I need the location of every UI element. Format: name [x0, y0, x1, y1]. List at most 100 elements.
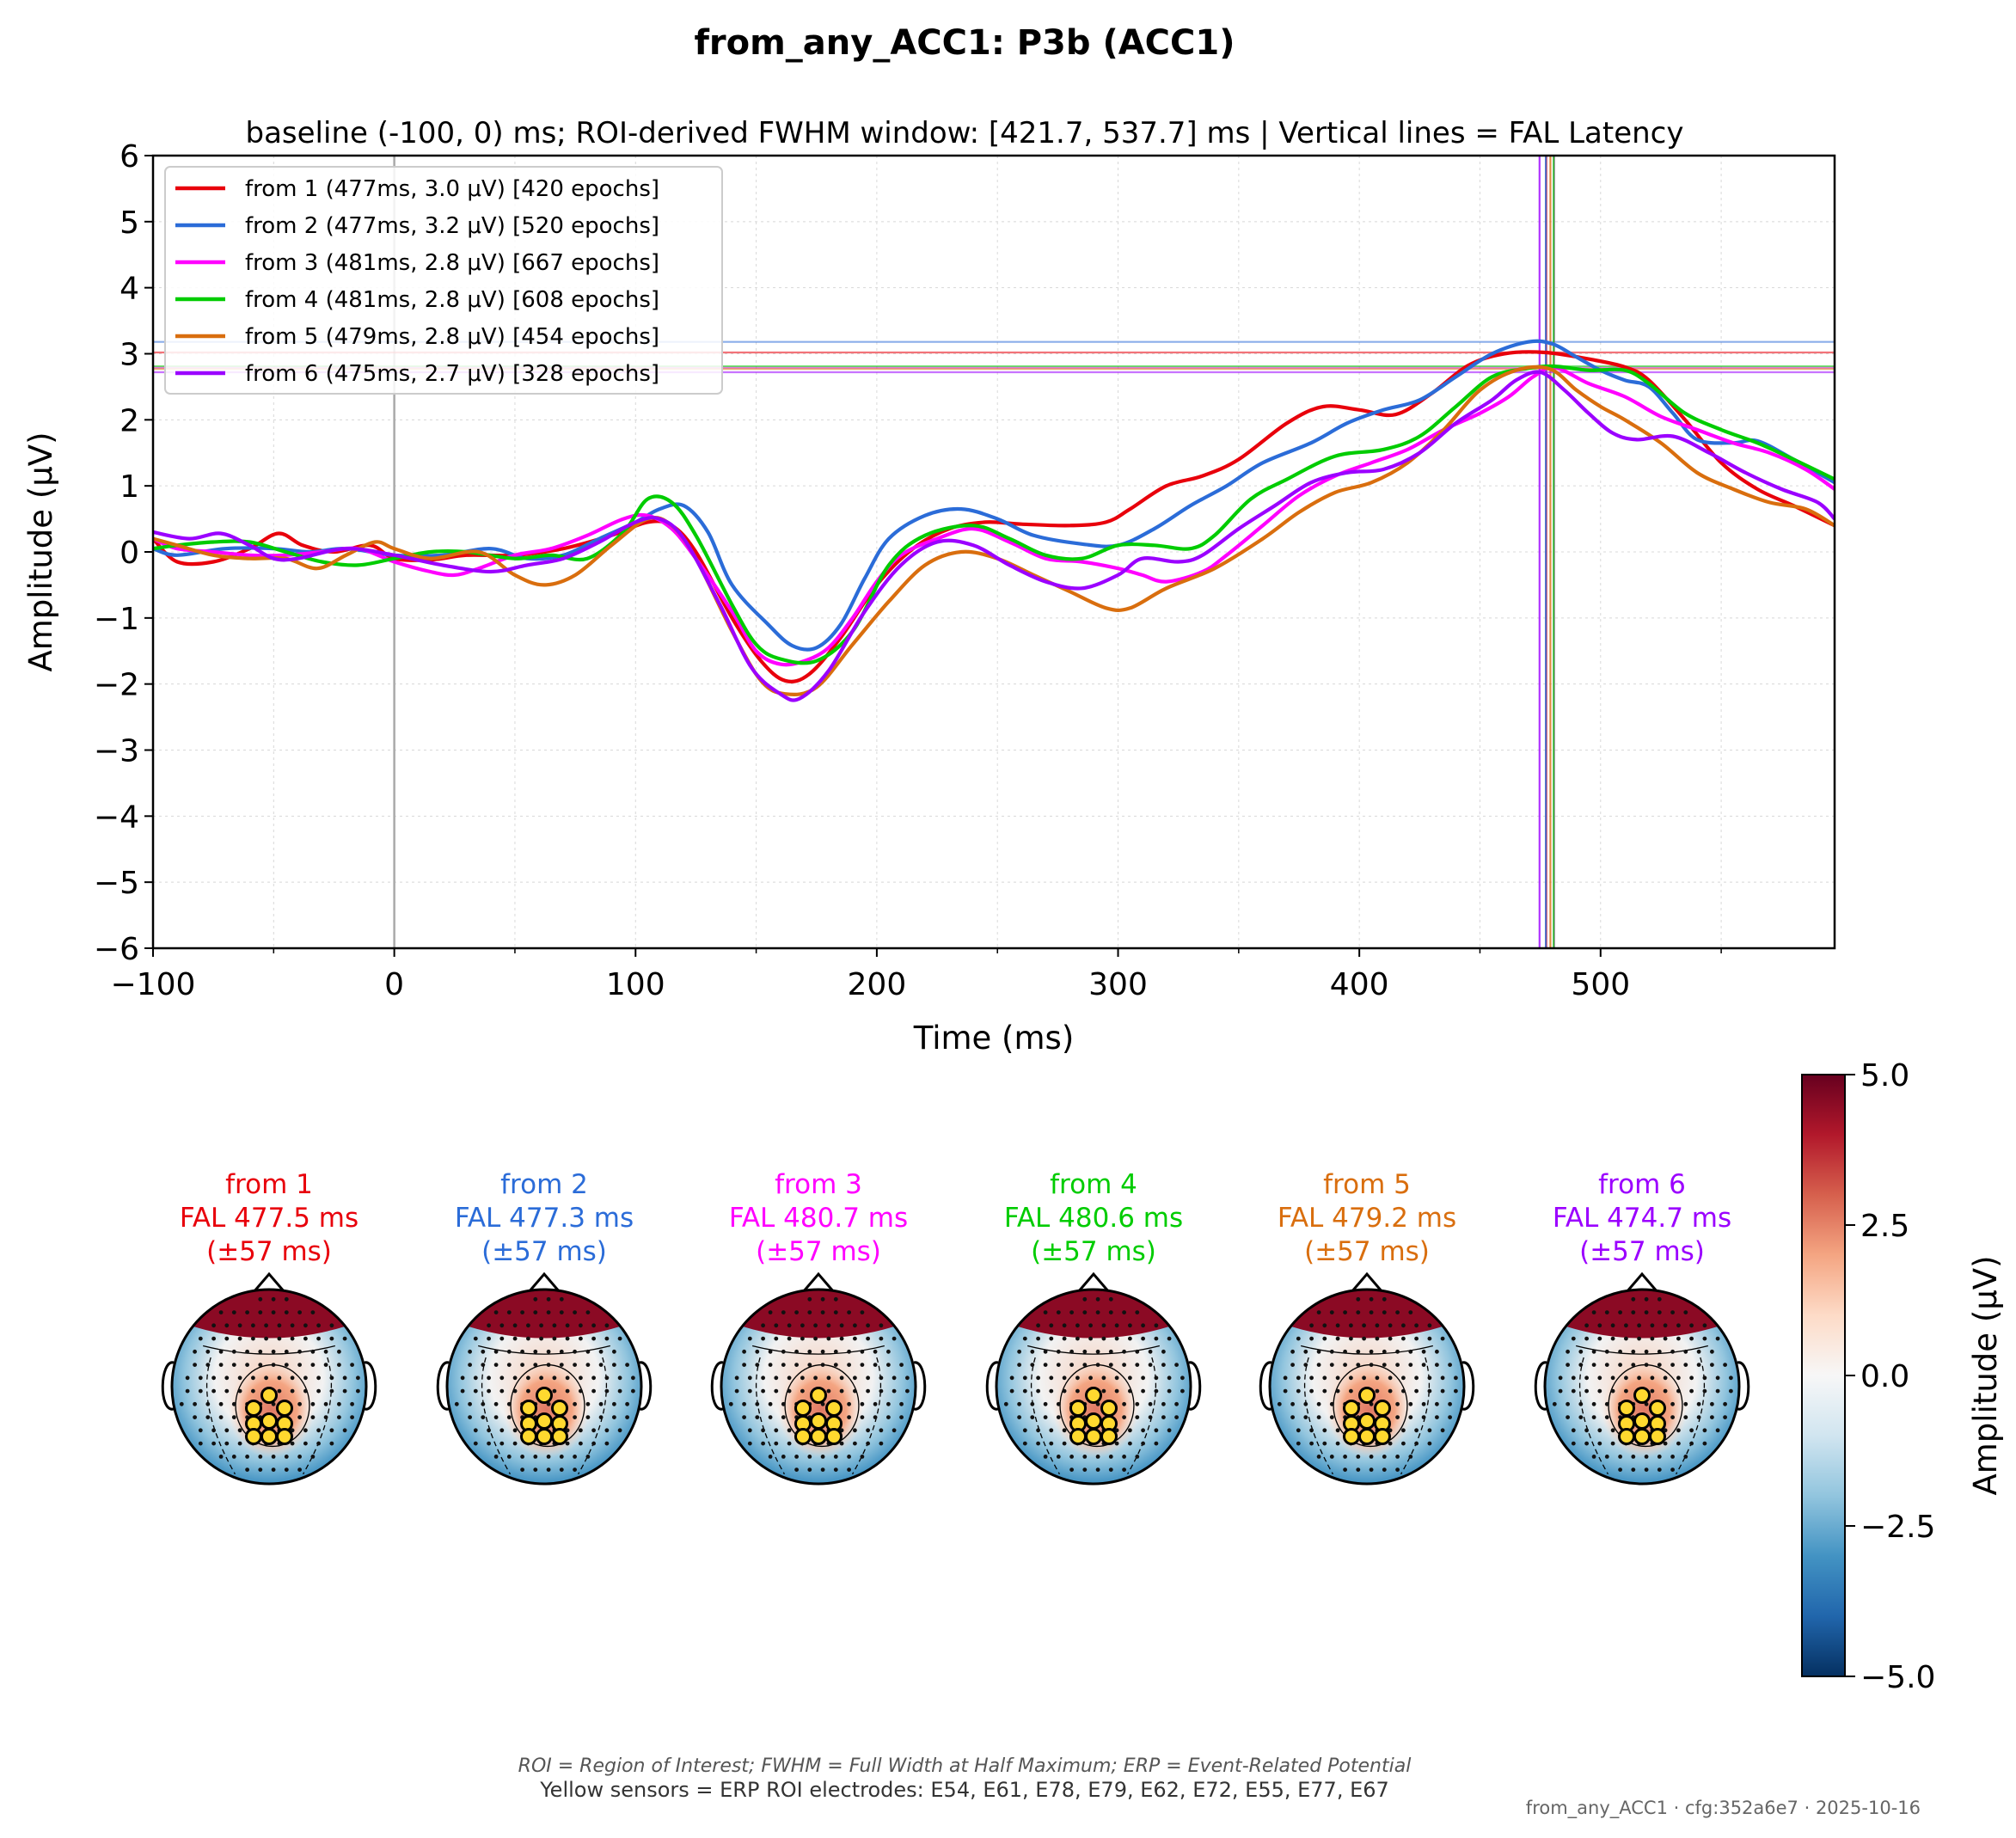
sensor-dot [506, 1363, 512, 1367]
sensor-dot [546, 1296, 551, 1302]
sensor-dot [1578, 1415, 1584, 1419]
sensor-dot [284, 1455, 289, 1459]
sensor-dot [193, 1349, 198, 1354]
sensor-dot [1644, 1310, 1649, 1314]
sensor-dot [879, 1375, 884, 1381]
left-ear-icon [161, 1361, 175, 1411]
roi-sensor-marker [245, 1400, 262, 1417]
sensor-dot [1069, 1310, 1074, 1314]
topomap-label: from 6 [1598, 1169, 1686, 1200]
sensor-dot [1382, 1296, 1387, 1302]
roi-sensor-marker [260, 1412, 278, 1430]
sensor-dot [297, 1415, 302, 1419]
sensor-dot [245, 1349, 249, 1354]
sensor-dot [297, 1363, 302, 1367]
sensor-dot [899, 1401, 904, 1406]
left-ear-icon [710, 1361, 724, 1411]
sensor-dot [316, 1388, 321, 1394]
sensor-dot [579, 1323, 583, 1328]
sensor-dot [1049, 1441, 1054, 1446]
sensor-dot [1689, 1336, 1694, 1341]
sensor-dot [1322, 1323, 1327, 1328]
sensor-dot [350, 1415, 354, 1419]
sensor-dot [1082, 1467, 1088, 1472]
sensor-dot [1591, 1455, 1596, 1459]
sensor-dot [579, 1388, 583, 1394]
colorbar-tick-label: −2.5 [1860, 1510, 1935, 1545]
sensor-dot [1610, 1336, 1615, 1341]
left-ear-icon [1259, 1361, 1272, 1411]
sensor-dot [1618, 1455, 1622, 1459]
scalp-frontal-peak [742, 1290, 895, 1339]
sensor-dot [1710, 1415, 1714, 1419]
sensor-dot [1710, 1401, 1714, 1406]
roi-sensor-marker [1069, 1428, 1087, 1445]
sensor-dot [1128, 1388, 1132, 1394]
roi-sensor-marker [551, 1400, 568, 1417]
sensor-dot [794, 1455, 799, 1459]
sensor-dot [1303, 1363, 1308, 1367]
sensor-dot [237, 1323, 242, 1328]
sensor-dot [833, 1349, 838, 1354]
sensor-dot [231, 1401, 236, 1406]
sensor-dot [1657, 1455, 1662, 1459]
sensor-dot [539, 1323, 543, 1328]
sensor-dot [1174, 1401, 1179, 1406]
sensor-dot [258, 1349, 263, 1354]
roi-sensor-marker [1100, 1400, 1118, 1417]
sensor-dot [1631, 1296, 1636, 1302]
scalp-frontal-peak [468, 1290, 621, 1339]
sensor-dot [598, 1363, 604, 1367]
sensor-dot [1395, 1349, 1400, 1354]
topomap-label: from 3 [775, 1169, 862, 1200]
sensor-dot [481, 1415, 486, 1419]
head-outline [720, 1288, 917, 1486]
sensor-dot [807, 1467, 812, 1472]
sensor-dot [245, 1455, 249, 1459]
sensor-dot [573, 1363, 577, 1367]
sensor-dot [839, 1441, 844, 1446]
topomap-label: from 1 [225, 1169, 313, 1200]
sensor-dot [1343, 1455, 1347, 1459]
sensor-dot [1618, 1363, 1622, 1367]
sensor-dot [604, 1428, 610, 1433]
sensor-dot [1723, 1415, 1727, 1419]
sensor-dot [271, 1349, 276, 1354]
sensor-dot [1448, 1401, 1452, 1406]
sensor-dot [573, 1310, 577, 1314]
sensor-dot [1624, 1388, 1628, 1394]
sensor-dot [1421, 1415, 1426, 1419]
sensor-dot [1382, 1455, 1387, 1459]
sensor-dot [1095, 1363, 1100, 1367]
sensor-dot [585, 1401, 591, 1406]
sensor-dot [1082, 1349, 1088, 1354]
sensor-dot [833, 1296, 838, 1302]
sensor-dot [1141, 1428, 1145, 1433]
sensor-dot [1604, 1455, 1609, 1459]
sensor-dot [251, 1323, 255, 1328]
roi-sensors-note: Yellow sensors = ERP ROI electrodes: E54… [539, 1778, 1389, 1802]
right-ear-icon [364, 1361, 377, 1411]
sensor-dot [1663, 1441, 1668, 1446]
sensor-dot [533, 1296, 538, 1302]
sensor-dot [1062, 1388, 1067, 1394]
sensor-dot [1597, 1323, 1602, 1328]
sensor-dot [1101, 1388, 1106, 1394]
y-tick-label: −3 [94, 734, 139, 769]
sensor-dot [1578, 1363, 1584, 1367]
sensor-dot [303, 1323, 308, 1328]
sensor-dot [533, 1310, 538, 1314]
sensor-dot [617, 1375, 622, 1381]
sensor-dot [1571, 1388, 1576, 1394]
sensor-dot [303, 1441, 308, 1446]
sensor-dot [460, 1375, 465, 1381]
sensor-dot [284, 1310, 289, 1314]
sensor-dot [1610, 1388, 1615, 1394]
sensor-dot [747, 1336, 752, 1341]
sensor-dot [1167, 1336, 1172, 1341]
sensor-dot [1277, 1401, 1282, 1406]
sensor-dot [533, 1349, 538, 1354]
sensor-dot [1382, 1310, 1387, 1314]
